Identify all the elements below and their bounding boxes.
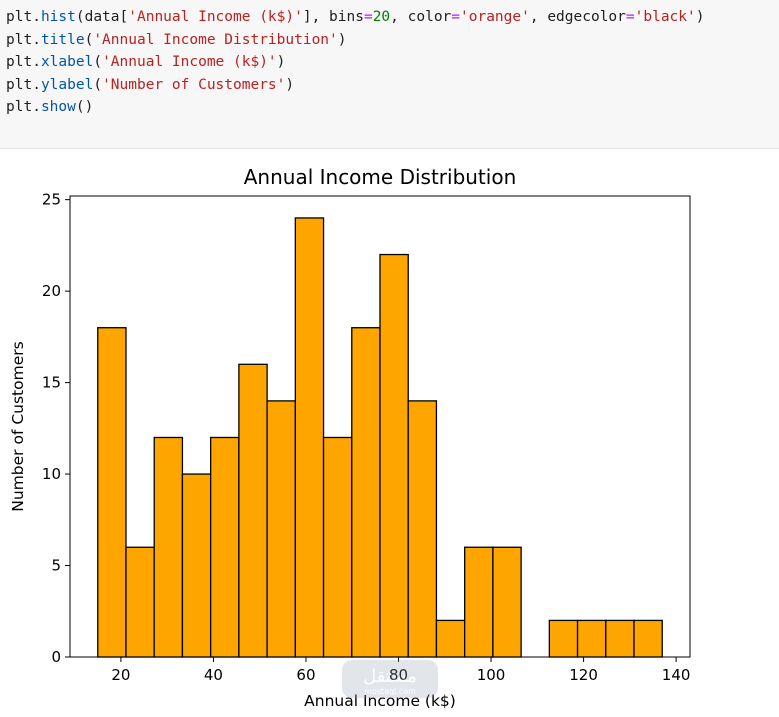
code-token: plt: [6, 99, 33, 115]
code-token: 'Annual Income (k$)': [102, 54, 277, 70]
code-token: (): [75, 99, 94, 115]
code-token: 'orange': [460, 9, 530, 25]
histogram-bar: [576, 619, 607, 658]
code-token: =: [363, 9, 373, 25]
code-token: hist: [40, 9, 76, 25]
code-token: 'Annual Income (k$)': [128, 9, 303, 25]
x-tick-label: 120: [569, 666, 598, 684]
x-tick-label: 20: [111, 666, 130, 684]
axes-frame: [69, 195, 691, 658]
code-token: ): [285, 76, 295, 93]
code-token: plt: [6, 76, 33, 93]
histogram-bar: [294, 217, 325, 658]
y-tick-label: 0: [51, 648, 61, 666]
histogram-bar: [153, 436, 184, 658]
histogram-bar: [125, 546, 155, 658]
x-tick-label: 80: [389, 666, 408, 684]
y-tick-label: 20: [42, 282, 61, 300]
histogram-bar: [238, 363, 268, 658]
code-token: ], bins: [302, 9, 364, 25]
code-token: plt: [6, 54, 33, 70]
code-token: 20: [372, 9, 391, 25]
x-tick-label: 100: [477, 666, 506, 684]
code-line: plt.xlabel('Annual Income (k$)'): [6, 51, 704, 74]
histogram-bar: [97, 327, 127, 658]
y-tick-label: 15: [42, 374, 61, 392]
x-tick-label: 140: [662, 666, 691, 684]
code-token: .: [32, 99, 41, 115]
code-token: title: [40, 31, 85, 48]
code-token: , color: [390, 9, 452, 25]
code-token: (: [93, 76, 103, 93]
y-tick-label: 5: [51, 557, 61, 575]
code-line: plt.show(): [6, 96, 704, 119]
code-token: ): [276, 54, 286, 70]
code-token: ): [695, 9, 705, 25]
y-tick-label: 25: [42, 191, 61, 209]
histogram-bars: [97, 217, 663, 658]
histogram-plot: 20 40 60 80 100 120 140 0 5 10 15 20 25 Annual Inco…: [9, 165, 691, 710]
histogram-bar: [379, 253, 409, 658]
histogram-bar: [322, 436, 353, 658]
code-token: =: [625, 9, 635, 25]
histogram-bar: [266, 400, 296, 658]
code-token: 'Annual Income Distribution': [93, 31, 338, 48]
code-token: .: [32, 54, 41, 70]
histogram-bar: [407, 400, 438, 658]
x-axis-label: Annual Income (k$): [304, 692, 456, 710]
chart-title: Annual Income Distribution: [244, 165, 517, 189]
histogram-bar: [210, 436, 240, 658]
histogram-bar: [181, 473, 212, 658]
code-token: .: [32, 76, 41, 93]
y-tick-label: 10: [42, 465, 61, 483]
histogram-bar: [435, 619, 466, 658]
code-cell[interactable]: plt.hist(data['Annual Income (k$)'], bin…: [0, 0, 779, 149]
code-token: 'Number of Customers': [102, 76, 286, 93]
code-token: show: [40, 99, 76, 115]
code-token: (data[: [75, 9, 129, 25]
histogram-bar: [351, 327, 381, 658]
code-token: =: [451, 9, 461, 25]
histogram-bar: [492, 546, 522, 658]
histogram-bar: [605, 619, 635, 658]
code-token: , edgecolor: [529, 9, 626, 25]
x-tick-label: 60: [296, 666, 315, 684]
code-token: ): [337, 31, 347, 48]
code-line: plt.hist(data['Annual Income (k$)'], bin…: [6, 6, 704, 29]
histogram-bar: [633, 619, 663, 658]
code-token: 'black': [634, 9, 696, 25]
code-token: (: [93, 54, 103, 70]
code-editor[interactable]: plt.hist(data['Annual Income (k$)'], bin…: [6, 6, 704, 119]
histogram-bar: [548, 619, 579, 658]
code-token: ylabel: [40, 76, 94, 93]
code-token: (: [84, 31, 94, 48]
y-axis-ticks: 0 5 10 15 20 25: [42, 191, 70, 666]
code-token: plt: [6, 31, 33, 48]
code-line: plt.ylabel('Number of Customers'): [6, 74, 704, 97]
code-token: plt: [6, 9, 33, 25]
code-token: .: [32, 31, 41, 48]
code-token: xlabel: [40, 54, 94, 70]
code-line: plt.title('Annual Income Distribution'): [6, 29, 704, 52]
x-axis-ticks: 20 40 60 80 100 120 140: [111, 657, 690, 684]
histogram-bar: [464, 546, 494, 658]
y-axis-label: Number of Customers: [9, 341, 27, 511]
code-token: .: [32, 9, 41, 25]
x-tick-label: 40: [204, 666, 223, 684]
